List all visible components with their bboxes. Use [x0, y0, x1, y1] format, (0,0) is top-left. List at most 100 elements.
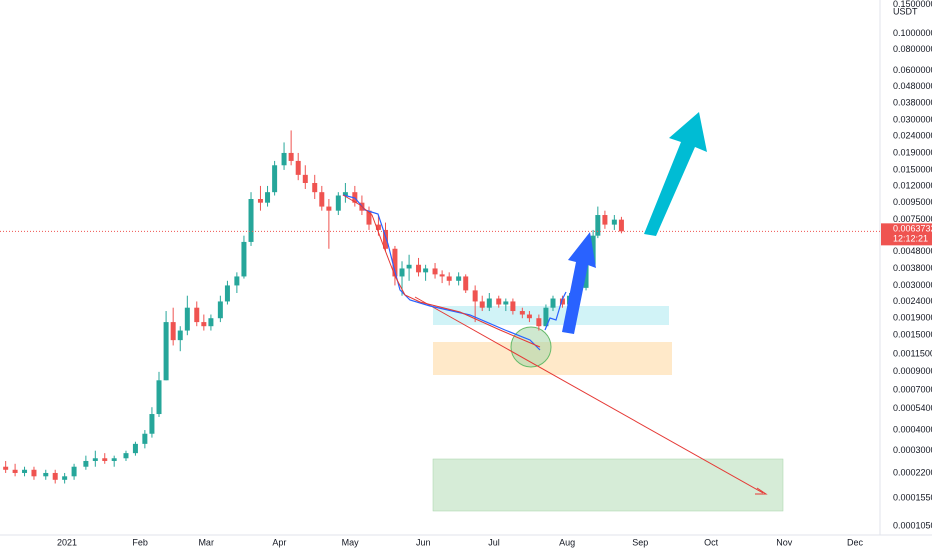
candle-body — [132, 443, 138, 454]
candle-body — [590, 235, 596, 265]
y-tick-label: 0.1500000 — [893, 0, 932, 9]
candle-body — [92, 458, 98, 461]
candle-body — [439, 274, 445, 277]
x-tick-label: 2021 — [57, 537, 77, 547]
candle-body — [375, 224, 381, 230]
candle-body — [519, 311, 525, 315]
candle-body — [510, 301, 516, 312]
candle-body — [177, 330, 183, 341]
candle-body — [111, 458, 117, 461]
candle-body — [156, 380, 162, 415]
candle-body — [472, 290, 478, 302]
candle-body — [432, 268, 438, 275]
candle-body — [342, 192, 348, 196]
candle-body — [123, 453, 129, 459]
candle-body — [312, 182, 318, 193]
countdown-label: 12:12:21 — [893, 234, 928, 244]
candle-body — [295, 160, 301, 175]
candle-body — [595, 215, 601, 236]
y-tick-label: 0.0011500 — [893, 349, 932, 359]
y-tick-label: 0.0004000 — [893, 424, 932, 434]
overlay — [342, 112, 707, 351]
candle-body — [241, 241, 247, 277]
candle-body — [184, 307, 190, 331]
candle-body — [149, 414, 155, 434]
x-tick-label: Nov — [776, 537, 793, 547]
candle-body — [366, 210, 372, 225]
candle-body — [83, 460, 89, 467]
y-tick-label: 0.0190000 — [893, 147, 932, 157]
y-tick-label: 0.0001550 — [893, 492, 932, 502]
candle-body — [536, 318, 542, 327]
candle-body — [423, 268, 429, 273]
demand-zone — [433, 342, 672, 375]
trend-arrowhead — [755, 487, 768, 495]
candle-body — [272, 165, 278, 193]
candles — [0, 130, 880, 484]
candle-body — [201, 322, 207, 327]
candle-body — [194, 307, 200, 323]
y-tick-label: 0.0019000 — [893, 313, 932, 323]
y-tick-label: 0.0120000 — [893, 180, 932, 190]
y-tick-label: 0.0600000 — [893, 65, 932, 75]
y-tick-label: 0.0095000 — [893, 197, 932, 207]
cyan-arrow — [644, 112, 707, 236]
y-tick-label: 0.0024000 — [893, 296, 932, 306]
candle-body — [463, 276, 469, 291]
target-zone — [432, 458, 784, 512]
y-tick-label: 0.0240000 — [893, 131, 932, 141]
candle-body — [559, 298, 565, 305]
price-label: 0.0063732 — [893, 224, 932, 234]
candle-body — [399, 268, 405, 277]
x-tick-label: Sep — [632, 537, 648, 547]
candle-body — [503, 301, 509, 305]
candle-body — [170, 322, 176, 341]
y-tick-label: 0.0030000 — [893, 280, 932, 290]
candle-body — [456, 276, 462, 281]
candle-body — [22, 469, 28, 473]
candle-body — [265, 192, 271, 203]
y-tick-label: 0.0015000 — [893, 330, 932, 340]
candle-body — [392, 248, 398, 277]
candle-body — [12, 469, 18, 473]
x-tick-label: Apr — [272, 537, 286, 547]
candle-body — [543, 307, 549, 327]
y-tick-label: 0.0038000 — [893, 263, 932, 273]
x-tick-label: Jun — [416, 537, 431, 547]
highlight-circle — [510, 326, 552, 368]
candle-body — [52, 472, 58, 480]
y-tick-label: 0.0005400 — [893, 403, 932, 413]
x-tick-label: Oct — [704, 537, 719, 547]
y-tick-label: 0.0150000 — [893, 164, 932, 174]
candle-body — [406, 264, 412, 269]
y-tick-label: 0.0480000 — [893, 81, 932, 91]
candle-body — [257, 199, 263, 203]
candle-body — [217, 301, 223, 319]
y-tick-label: 0.0003000 — [893, 445, 932, 455]
y-tick-label: 0.0800000 — [893, 44, 932, 54]
candle-body — [43, 472, 49, 477]
candle-body — [618, 219, 624, 232]
drawings — [414, 296, 784, 512]
y-tick-label: 0.0048000 — [893, 246, 932, 256]
candle-body — [208, 318, 214, 327]
candle-body — [102, 458, 108, 461]
candle-body — [326, 206, 332, 211]
candle-body — [416, 264, 422, 273]
x-tick-label: Jul — [488, 537, 500, 547]
y-tick-label: 0.0009000 — [893, 366, 932, 376]
candle-body — [602, 215, 608, 225]
candle-body — [224, 285, 230, 302]
candle-body — [62, 476, 68, 480]
path-line — [342, 194, 541, 348]
candle-body — [3, 466, 9, 470]
blue-arrow — [562, 232, 596, 334]
candle-body — [234, 276, 240, 286]
x-tick-label: Mar — [198, 537, 214, 547]
price-label-box — [881, 223, 932, 246]
candle-body — [163, 322, 169, 381]
candle-body — [486, 298, 492, 308]
trend-line — [414, 296, 764, 494]
y-tick-label: 0.0380000 — [893, 98, 932, 108]
